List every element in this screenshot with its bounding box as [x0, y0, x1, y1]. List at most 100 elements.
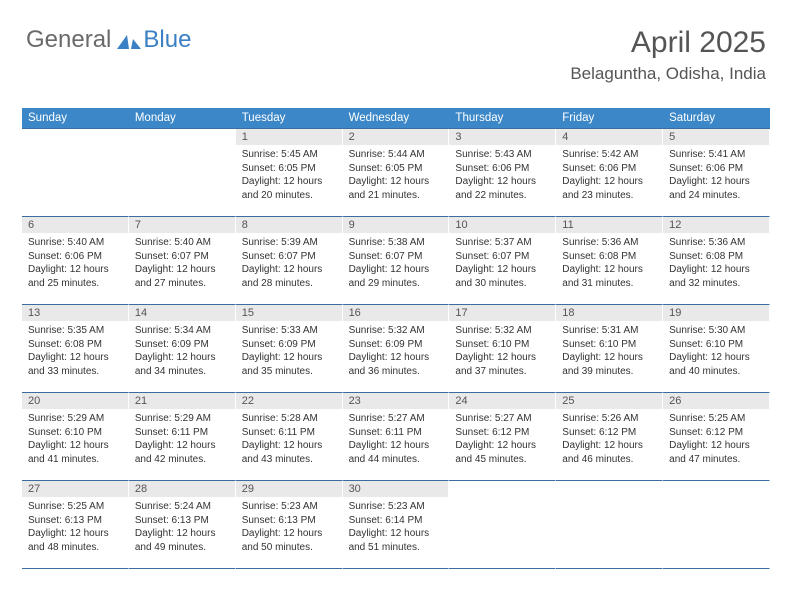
weekday-header: Saturday [663, 108, 770, 128]
calendar-day-cell: 19Sunrise: 5:30 AMSunset: 6:10 PMDayligh… [663, 305, 770, 393]
daylight-line: Daylight: 12 hours and 36 minutes. [349, 351, 443, 378]
day-detail: Sunrise: 5:27 AMSunset: 6:11 PMDaylight:… [343, 409, 449, 469]
brand-logo: General Blue [26, 26, 191, 54]
daylight-line: Daylight: 12 hours and 50 minutes. [242, 527, 336, 554]
calendar-day-cell: 22Sunrise: 5:28 AMSunset: 6:11 PMDayligh… [236, 393, 343, 481]
calendar-empty-cell [663, 481, 770, 569]
sunrise-line: Sunrise: 5:40 AM [28, 236, 122, 250]
sunrise-line: Sunrise: 5:33 AM [242, 324, 336, 338]
daylight-line: Daylight: 12 hours and 41 minutes. [28, 439, 122, 466]
sunset-line: Sunset: 6:06 PM [28, 250, 122, 264]
weekday-header: Monday [129, 108, 236, 128]
calendar-day-cell: 2Sunrise: 5:44 AMSunset: 6:05 PMDaylight… [343, 129, 450, 217]
day-detail: Sunrise: 5:37 AMSunset: 6:07 PMDaylight:… [449, 233, 555, 293]
sunset-line: Sunset: 6:10 PM [669, 338, 763, 352]
calendar-day-cell: 27Sunrise: 5:25 AMSunset: 6:13 PMDayligh… [22, 481, 129, 569]
calendar-empty-cell [129, 129, 236, 217]
sunrise-line: Sunrise: 5:32 AM [349, 324, 443, 338]
day-number: 2 [343, 129, 449, 145]
day-number: 8 [236, 217, 342, 233]
sunrise-line: Sunrise: 5:27 AM [349, 412, 443, 426]
sunrise-line: Sunrise: 5:41 AM [669, 148, 763, 162]
daylight-line: Daylight: 12 hours and 30 minutes. [455, 263, 549, 290]
daylight-line: Daylight: 12 hours and 32 minutes. [669, 263, 763, 290]
day-number: 4 [556, 129, 662, 145]
calendar-day-cell: 14Sunrise: 5:34 AMSunset: 6:09 PMDayligh… [129, 305, 236, 393]
sunrise-line: Sunrise: 5:29 AM [135, 412, 229, 426]
calendar-day-cell: 16Sunrise: 5:32 AMSunset: 6:09 PMDayligh… [343, 305, 450, 393]
sunrise-line: Sunrise: 5:25 AM [28, 500, 122, 514]
daylight-line: Daylight: 12 hours and 20 minutes. [242, 175, 336, 202]
day-detail: Sunrise: 5:29 AMSunset: 6:11 PMDaylight:… [129, 409, 235, 469]
calendar-grid: 1Sunrise: 5:45 AMSunset: 6:05 PMDaylight… [22, 128, 770, 569]
daylight-line: Daylight: 12 hours and 47 minutes. [669, 439, 763, 466]
daylight-line: Daylight: 12 hours and 27 minutes. [135, 263, 229, 290]
sunset-line: Sunset: 6:10 PM [455, 338, 549, 352]
day-detail: Sunrise: 5:25 AMSunset: 6:13 PMDaylight:… [22, 497, 128, 557]
day-number: 15 [236, 305, 342, 321]
sunset-line: Sunset: 6:13 PM [28, 514, 122, 528]
logo-triangle-icon [117, 35, 129, 49]
sunset-line: Sunset: 6:10 PM [28, 426, 122, 440]
location-subtitle: Belaguntha, Odisha, India [570, 64, 766, 84]
day-number: 14 [129, 305, 235, 321]
sunrise-line: Sunrise: 5:37 AM [455, 236, 549, 250]
sunset-line: Sunset: 6:07 PM [455, 250, 549, 264]
day-detail: Sunrise: 5:40 AMSunset: 6:06 PMDaylight:… [22, 233, 128, 293]
weekday-header: Tuesday [236, 108, 343, 128]
weekday-header-row: SundayMondayTuesdayWednesdayThursdayFrid… [22, 108, 770, 128]
calendar-empty-cell [556, 481, 663, 569]
sunrise-line: Sunrise: 5:36 AM [562, 236, 656, 250]
sunset-line: Sunset: 6:09 PM [349, 338, 443, 352]
day-detail: Sunrise: 5:27 AMSunset: 6:12 PMDaylight:… [449, 409, 555, 469]
calendar-day-cell: 23Sunrise: 5:27 AMSunset: 6:11 PMDayligh… [343, 393, 450, 481]
day-number: 9 [343, 217, 449, 233]
calendar-day-cell: 1Sunrise: 5:45 AMSunset: 6:05 PMDaylight… [236, 129, 343, 217]
day-number: 5 [663, 129, 769, 145]
sunrise-line: Sunrise: 5:38 AM [349, 236, 443, 250]
day-detail: Sunrise: 5:24 AMSunset: 6:13 PMDaylight:… [129, 497, 235, 557]
day-number: 3 [449, 129, 555, 145]
sunset-line: Sunset: 6:06 PM [455, 162, 549, 176]
sunset-line: Sunset: 6:06 PM [562, 162, 656, 176]
calendar-day-cell: 15Sunrise: 5:33 AMSunset: 6:09 PMDayligh… [236, 305, 343, 393]
day-number: 29 [236, 481, 342, 497]
calendar-day-cell: 9Sunrise: 5:38 AMSunset: 6:07 PMDaylight… [343, 217, 450, 305]
day-detail: Sunrise: 5:39 AMSunset: 6:07 PMDaylight:… [236, 233, 342, 293]
brand-part1: General [26, 26, 111, 54]
daylight-line: Daylight: 12 hours and 31 minutes. [562, 263, 656, 290]
sunset-line: Sunset: 6:07 PM [135, 250, 229, 264]
sunset-line: Sunset: 6:11 PM [242, 426, 336, 440]
logo-triangle2-icon [131, 39, 141, 49]
calendar-day-cell: 18Sunrise: 5:31 AMSunset: 6:10 PMDayligh… [556, 305, 663, 393]
calendar-empty-cell [22, 129, 129, 217]
day-detail: Sunrise: 5:23 AMSunset: 6:13 PMDaylight:… [236, 497, 342, 557]
sunset-line: Sunset: 6:07 PM [242, 250, 336, 264]
day-detail: Sunrise: 5:42 AMSunset: 6:06 PMDaylight:… [556, 145, 662, 205]
day-detail: Sunrise: 5:31 AMSunset: 6:10 PMDaylight:… [556, 321, 662, 381]
calendar-day-cell: 8Sunrise: 5:39 AMSunset: 6:07 PMDaylight… [236, 217, 343, 305]
sunset-line: Sunset: 6:11 PM [135, 426, 229, 440]
day-number: 13 [22, 305, 128, 321]
day-number: 30 [343, 481, 449, 497]
daylight-line: Daylight: 12 hours and 34 minutes. [135, 351, 229, 378]
sunrise-line: Sunrise: 5:34 AM [135, 324, 229, 338]
calendar-day-cell: 21Sunrise: 5:29 AMSunset: 6:11 PMDayligh… [129, 393, 236, 481]
daylight-line: Daylight: 12 hours and 25 minutes. [28, 263, 122, 290]
calendar-day-cell: 25Sunrise: 5:26 AMSunset: 6:12 PMDayligh… [556, 393, 663, 481]
sunrise-line: Sunrise: 5:45 AM [242, 148, 336, 162]
day-detail: Sunrise: 5:26 AMSunset: 6:12 PMDaylight:… [556, 409, 662, 469]
daylight-line: Daylight: 12 hours and 21 minutes. [349, 175, 443, 202]
calendar-day-cell: 11Sunrise: 5:36 AMSunset: 6:08 PMDayligh… [556, 217, 663, 305]
sunset-line: Sunset: 6:08 PM [28, 338, 122, 352]
day-number: 18 [556, 305, 662, 321]
calendar-day-cell: 13Sunrise: 5:35 AMSunset: 6:08 PMDayligh… [22, 305, 129, 393]
daylight-line: Daylight: 12 hours and 28 minutes. [242, 263, 336, 290]
sunset-line: Sunset: 6:06 PM [669, 162, 763, 176]
day-detail: Sunrise: 5:33 AMSunset: 6:09 PMDaylight:… [236, 321, 342, 381]
sunrise-line: Sunrise: 5:24 AM [135, 500, 229, 514]
calendar: SundayMondayTuesdayWednesdayThursdayFrid… [22, 108, 770, 569]
calendar-empty-cell [449, 481, 556, 569]
calendar-day-cell: 17Sunrise: 5:32 AMSunset: 6:10 PMDayligh… [449, 305, 556, 393]
day-detail: Sunrise: 5:32 AMSunset: 6:10 PMDaylight:… [449, 321, 555, 381]
